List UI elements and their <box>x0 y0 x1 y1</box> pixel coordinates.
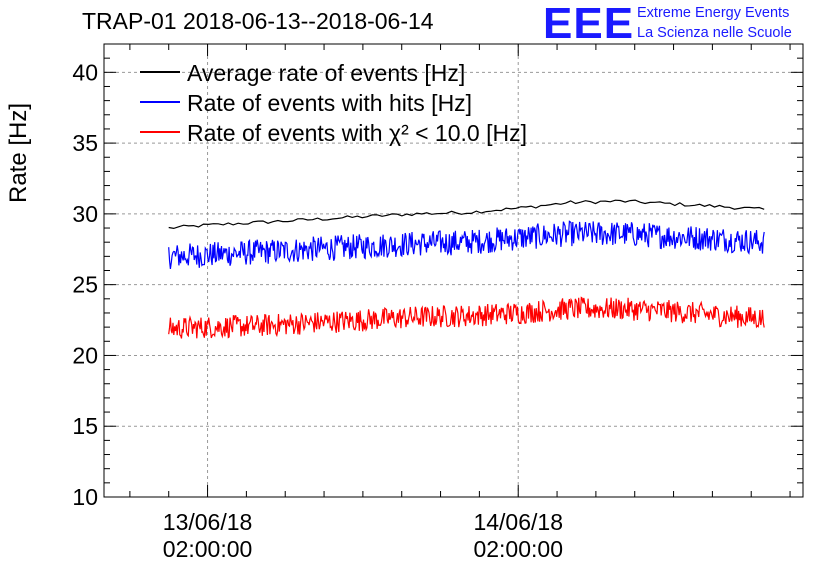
data-series <box>168 199 765 339</box>
y-tick-label: 40 <box>72 59 98 85</box>
legend-label-2: Rate of events with χ² < 10.0 [Hz] <box>187 120 527 146</box>
series-line-1 <box>168 220 765 269</box>
y-tick-label: 20 <box>72 342 98 368</box>
x-tick-time-label: 02:00:00 <box>163 536 253 562</box>
chart-title: TRAP-01 2018-06-13--2018-06-14 <box>82 8 434 34</box>
y-tick-label: 35 <box>72 130 98 156</box>
legend-label-0: Average rate of events [Hz] <box>187 60 465 86</box>
y-tick-label: 30 <box>72 201 98 227</box>
axes: 1015202530354013/06/1802:00:0014/06/1802… <box>72 43 804 562</box>
y-axis-label: Rate [Hz] <box>5 103 32 203</box>
x-tick-date-label: 13/06/18 <box>163 509 253 535</box>
grid-lines <box>104 44 803 498</box>
series-line-2 <box>168 296 765 339</box>
y-tick-label: 10 <box>72 484 98 510</box>
logo-tagline-1: Extreme Energy Events <box>637 5 790 21</box>
x-tick-time-label: 02:00:00 <box>473 536 563 562</box>
legend-label-1: Rate of events with hits [Hz] <box>187 90 472 116</box>
plot-frame <box>103 43 804 498</box>
y-tick-label: 15 <box>72 413 98 439</box>
series-line-0 <box>168 199 765 230</box>
x-tick-date-label: 14/06/18 <box>473 509 563 535</box>
legend: Average rate of events [Hz] Rate of event… <box>140 60 527 146</box>
logo-tagline-2: La Scienza nelle Scuole <box>637 25 792 41</box>
y-tick-label: 25 <box>72 272 98 298</box>
eee-logo: EEE <box>543 0 635 48</box>
